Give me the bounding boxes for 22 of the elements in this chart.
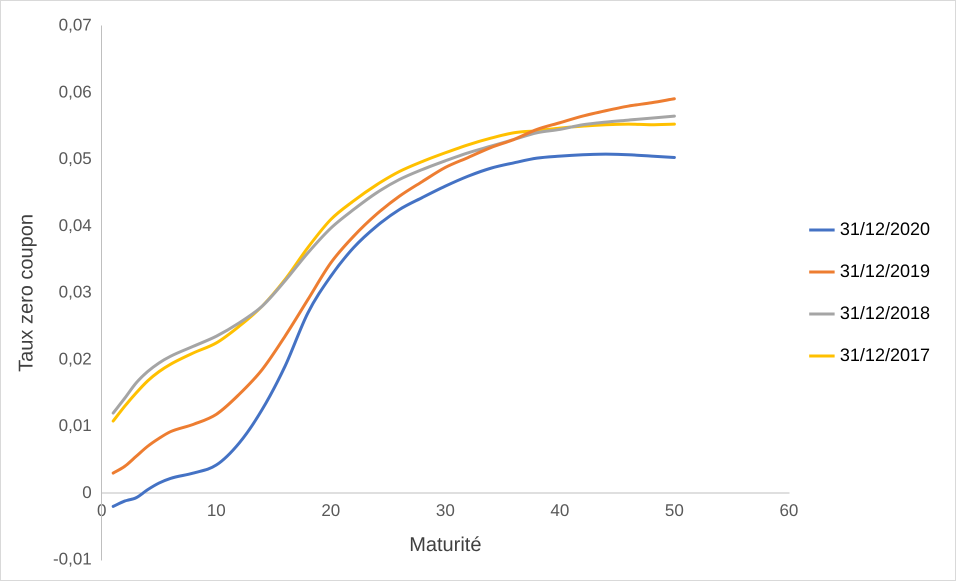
- y-tick-label: 0,06: [58, 82, 92, 102]
- y-tick-label: 0,05: [58, 149, 92, 168]
- y-tick-label: 0,01: [58, 416, 92, 436]
- x-tick-label: 10: [206, 500, 226, 520]
- y-tick-label: 0,04: [58, 216, 92, 235]
- x-tick-label: 30: [436, 500, 455, 520]
- y-tick-label: -0,01: [53, 549, 92, 568]
- y-tick-label: 0,03: [58, 282, 92, 302]
- x-tick-label: 50: [664, 500, 684, 520]
- line-series: [112, 97, 676, 475]
- x-tick-label: 40: [550, 500, 570, 520]
- legend-label: 31/12/2020: [840, 218, 930, 239]
- legend-label: 31/12/2019: [840, 260, 930, 281]
- x-tick-label: 20: [321, 500, 340, 520]
- y-axis-title: Taux zero coupon: [16, 214, 38, 372]
- x-tick-label: 60: [779, 500, 798, 520]
- y-tick-label: 0: [82, 482, 92, 502]
- legend-label: 31/12/2017: [840, 344, 930, 365]
- y-tick-label: 0,07: [58, 16, 92, 35]
- legend-label: 31/12/2018: [840, 302, 930, 323]
- y-tick-label: 0,02: [58, 349, 92, 368]
- x-axis-title: Maturité: [409, 534, 482, 556]
